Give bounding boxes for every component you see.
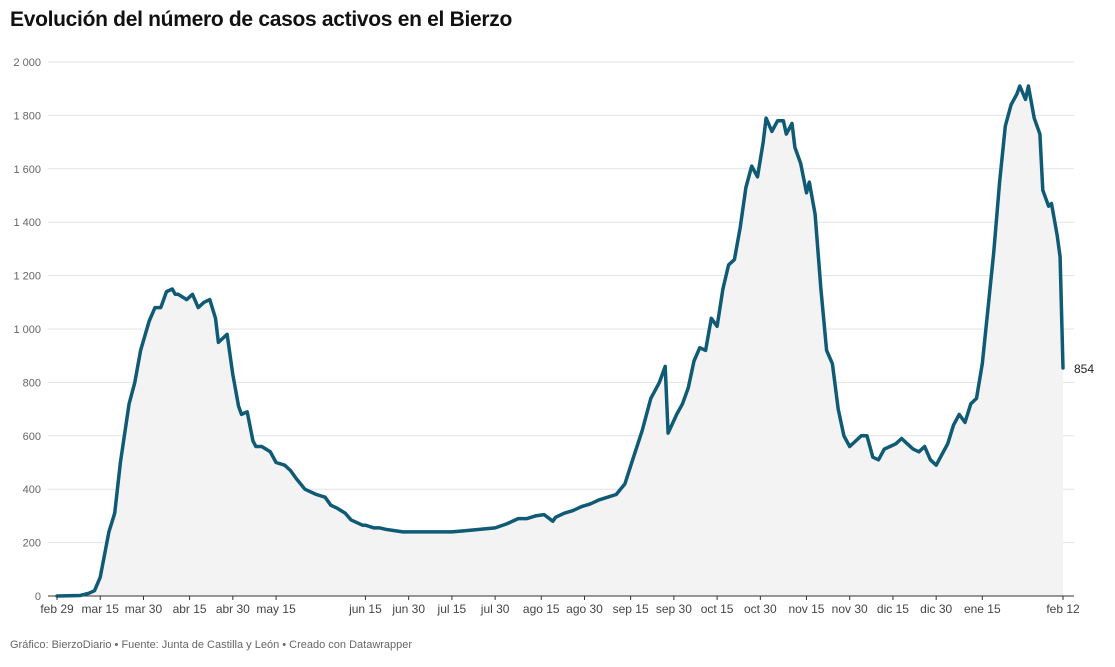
x-tick-label: mar 15 [82, 602, 120, 616]
series-line [55, 84, 1065, 598]
x-tick-label: oct 30 [744, 602, 777, 616]
x-tick-label: dic 15 [877, 602, 909, 616]
x-tick-label: feb 12 [1046, 602, 1080, 616]
y-tick-label: 2 000 [13, 57, 41, 69]
x-tick-label: jun 30 [391, 602, 425, 616]
x-tick-label: oct 15 [701, 602, 734, 616]
x-tick-label: jul 15 [437, 602, 467, 616]
x-tick-label: jun 15 [348, 602, 382, 616]
series-area [57, 86, 1063, 596]
y-tick-label: 200 [23, 538, 41, 550]
x-tick-label: abr 15 [173, 602, 207, 616]
x-tick-label: mar 30 [125, 602, 163, 616]
x-tick-label: sep 30 [656, 602, 692, 616]
end-value-label: 854 [1074, 362, 1094, 376]
chart-title: Evolución del número de casos activos en… [10, 8, 512, 31]
x-tick-label: nov 15 [788, 602, 824, 616]
x-tick-label: ago 30 [566, 602, 603, 616]
chart-footer: Gráfico: BierzoDiario • Fuente: Junta de… [10, 639, 413, 651]
y-tick-label: 800 [23, 377, 41, 389]
x-tick-label: may 15 [256, 602, 296, 616]
y-axis-ticks: 0 200 400 600 800 1 000 1 200 1 400 1 600 1 800 2 … [13, 57, 41, 603]
x-tick-label: abr 30 [216, 602, 250, 616]
x-tick-label: dic 30 [920, 602, 952, 616]
x-tick-label: nov 30 [832, 602, 868, 616]
y-tick-label: 1 400 [13, 217, 41, 229]
x-tick-label: feb 29 [40, 602, 74, 616]
y-tick-label: 0 [35, 591, 41, 603]
x-axis-ticks: feb 29 mar 15 mar 30 abr 15 abr 30 may 15 jun … [40, 596, 1080, 616]
x-tick-label: ago 15 [523, 602, 560, 616]
x-tick-label: jul 30 [480, 602, 510, 616]
y-tick-label: 1 000 [13, 324, 41, 336]
y-tick-label: 1 200 [13, 271, 41, 283]
y-tick-label: 600 [23, 431, 41, 443]
y-tick-label: 1 600 [13, 164, 41, 176]
x-tick-label: ene 15 [964, 602, 1001, 616]
y-tick-label: 1 800 [13, 110, 41, 122]
x-tick-label: sep 15 [613, 602, 649, 616]
y-tick-label: 400 [23, 484, 41, 496]
